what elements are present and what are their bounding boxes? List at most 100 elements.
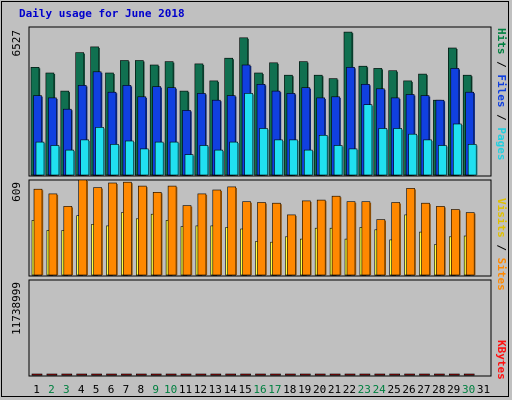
- pages-bar-shadow-20: [327, 136, 329, 175]
- kbytes-bar-27: [419, 373, 430, 376]
- pages-bar-shadow-22: [357, 149, 359, 175]
- pages-bar-23: [363, 104, 373, 176]
- sites-bar-shadow-26: [414, 189, 416, 275]
- pages-bar-3: [65, 149, 75, 176]
- day-label-13: 13: [209, 383, 222, 396]
- day-label-23: 23: [358, 383, 371, 396]
- kbytes-bar-2: [46, 373, 58, 376]
- files-bar-shadow-10: [175, 88, 177, 175]
- pages-bar-shadow-14: [237, 143, 239, 175]
- kbytes-bar-22: [344, 373, 356, 376]
- sites-bar-shadow-7: [131, 183, 133, 275]
- kbytes-bar-10: [165, 373, 177, 376]
- day-label-20: 20: [313, 383, 326, 396]
- kbytes-bar-18: [285, 373, 296, 376]
- sites-bar-shadow-30: [474, 213, 476, 275]
- day-label-29: 29: [447, 383, 460, 396]
- pages-bar-26: [408, 133, 417, 176]
- sites-bar-30: [465, 212, 475, 276]
- files-bar-shadow-14: [235, 96, 237, 175]
- sites-bar-6: [108, 182, 117, 276]
- day-label-15: 15: [238, 383, 251, 396]
- legend-kbytes: KBytes: [495, 340, 508, 380]
- sites-bar-25: [391, 202, 401, 276]
- sites-bar-shadow-19: [310, 201, 312, 275]
- sites-bar-18: [287, 214, 296, 276]
- day-label-16: 16: [253, 383, 266, 396]
- day-label-30: 30: [462, 383, 475, 396]
- sites-bar-shadow-29: [459, 210, 461, 275]
- day-label-25: 25: [387, 383, 400, 396]
- sites-bar-14: [227, 186, 236, 276]
- pages-bar-13: [214, 149, 224, 176]
- sites-bar-shadow-18: [295, 215, 297, 275]
- pages-bar-shadow-27: [431, 140, 433, 175]
- sites-bar-shadow-21: [340, 197, 342, 275]
- chart-title: Daily usage for June 2018: [19, 7, 185, 20]
- pages-bar-19: [303, 149, 313, 176]
- sites-bar-shadow-17: [280, 204, 282, 275]
- kbytes-max-label: 11738999: [10, 282, 23, 335]
- hits-max-label: 6527: [10, 30, 23, 57]
- kbytes-bar-7: [121, 373, 132, 376]
- sites-bar-23: [361, 201, 371, 276]
- sites-bar-2: [48, 193, 58, 276]
- kbytes-bar-19: [299, 373, 311, 376]
- pages-bar-shadow-17: [282, 140, 284, 175]
- sites-bar-shadow-10: [176, 187, 178, 275]
- sites-bar-22: [346, 201, 356, 276]
- sites-bar-shadow-6: [116, 184, 118, 275]
- files-bar-shadow-17: [280, 92, 282, 175]
- pages-bar-shadow-29: [461, 125, 463, 175]
- kbytes-bar-1: [31, 373, 43, 376]
- pages-bar-shadow-9: [163, 143, 165, 175]
- kbytes-bar-28: [434, 373, 445, 376]
- pages-bar-1: [35, 141, 45, 176]
- legend-visits: Visits: [495, 198, 508, 238]
- files-bar-shadow-21: [339, 97, 341, 175]
- sites-bar-shadow-27: [429, 204, 431, 275]
- sites-bar-shadow-13: [220, 191, 222, 275]
- sites-bar-shadow-11: [191, 206, 193, 275]
- panel-visits: [28, 179, 492, 277]
- kbytes-bar-17: [270, 373, 281, 376]
- day-label-31: 31: [477, 383, 490, 396]
- files-bar-shadow-29: [458, 69, 460, 175]
- day-label-9: 9: [152, 383, 159, 396]
- kbytes-bar-14: [225, 373, 236, 376]
- sites-bar-shadow-1: [42, 190, 44, 275]
- day-label-1: 1: [33, 383, 40, 396]
- kbytes-bar-5: [91, 373, 102, 376]
- sites-bar-shadow-4: [86, 181, 88, 275]
- files-bar-shadow-3: [71, 110, 73, 175]
- files-bar-shadow-11: [190, 111, 192, 175]
- day-label-8: 8: [137, 383, 144, 396]
- kbytes-bar-12: [195, 373, 207, 376]
- sites-bar-shadow-16: [265, 203, 267, 275]
- pages-bar-14: [229, 141, 238, 176]
- pages-bar-shadow-3: [73, 151, 75, 175]
- sites-bar-shadow-20: [325, 201, 327, 275]
- sites-bar-7: [123, 181, 132, 276]
- pages-bar-15: [244, 93, 253, 176]
- kbytes-bar-25: [389, 373, 401, 376]
- day-label-14: 14: [224, 383, 238, 396]
- files-bar-shadow-28: [443, 101, 446, 175]
- sites-bar-shadow-5: [101, 188, 103, 275]
- pages-bar-shadow-24: [386, 129, 388, 175]
- panel-hits: [28, 26, 492, 177]
- kbytes-bar-8: [136, 373, 147, 376]
- sites-bar-26: [406, 188, 415, 276]
- files-bar-shadow-9: [160, 87, 162, 175]
- pages-bar-shadow-6: [118, 145, 120, 175]
- pages-bar-2: [50, 145, 60, 176]
- sites-bar-shadow-8: [146, 187, 148, 275]
- day-label-28: 28: [432, 383, 445, 396]
- pages-bar-shadow-30: [476, 145, 478, 175]
- files-bar-shadow-30: [473, 93, 475, 175]
- sites-bar-5: [93, 187, 102, 276]
- pages-bar-5: [95, 127, 104, 176]
- files-bar-shadow-12: [205, 94, 207, 175]
- kbytes-bar-26: [404, 373, 415, 376]
- day-label-19: 19: [298, 383, 311, 396]
